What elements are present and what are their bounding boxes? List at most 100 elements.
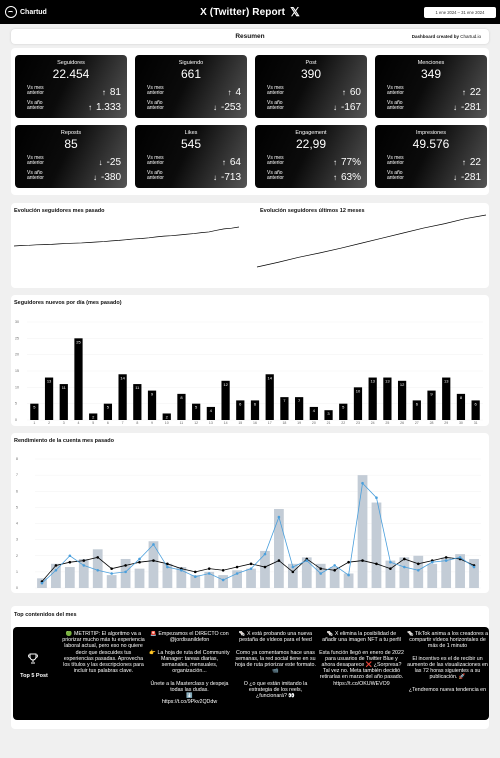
kpi-compare-row: Vs mes anterior ↑ 4 (147, 85, 247, 100)
kpi-value: 661 (180, 67, 202, 81)
engagement-point (166, 562, 169, 566)
daily-bar-label: 6 (239, 401, 242, 406)
engagement-point (375, 562, 378, 566)
daily-bar-label: 13 (385, 379, 390, 384)
top5-label: Top 5 Post (20, 673, 48, 679)
daily-bar-label: 6 (416, 401, 419, 406)
perf-bar (51, 563, 61, 588)
kpi-value: 22.454 (52, 67, 90, 81)
kpi-label: Post (305, 60, 317, 66)
impressions-point (375, 496, 378, 499)
impressions-point (221, 578, 225, 582)
impressions-point (68, 554, 72, 558)
engagement-point (82, 559, 86, 562)
daily-bar (309, 406, 318, 420)
kpi-compare-number: -713 (220, 172, 241, 183)
arrow-down-icon: ↓ (452, 173, 457, 182)
kpi-value: 85 (64, 137, 78, 151)
daily-x-tick: 5 (92, 421, 94, 425)
daily-bar (147, 390, 157, 420)
daily-bar (456, 393, 466, 420)
impressions-point (319, 572, 323, 575)
engagement-point (263, 565, 267, 569)
daily-x-tick: 11 (180, 421, 184, 425)
daily-panel: Seguidores nuevos por día (mes pasado) 0… (11, 295, 489, 426)
perf-bar (260, 550, 270, 588)
kpi-compare-row: Vs año anterior ↓ -281 (387, 100, 487, 115)
impressions-point (347, 573, 350, 577)
daily-x-tick: 21 (327, 421, 331, 425)
kpi-compare-label: Vs mes anterior (387, 155, 404, 167)
daily-bar (280, 397, 289, 420)
perf-bar (343, 573, 354, 588)
daily-bar (471, 400, 480, 420)
date-range-picker[interactable]: 1 ene 2024 – 31 ene 2024 (424, 7, 496, 18)
perf-bar (385, 560, 396, 588)
daily-bar-label: 5 (107, 405, 110, 410)
perf-bar (246, 568, 256, 588)
kpi-compare-label: Vs mes anterior (387, 85, 404, 97)
daily-x-tick: 31 (474, 421, 478, 425)
daily-x-tick: 29 (444, 421, 448, 425)
daily-x-tick: 26 (400, 421, 404, 425)
daily-x-tick: 7 (122, 421, 124, 425)
daily-bar (236, 400, 245, 420)
daily-bar-label: 12 (400, 382, 405, 387)
daily-bar (412, 400, 421, 420)
daily-bar-label: 7 (283, 398, 286, 403)
kpi-panel: Seguidores 22.454 Vs mes anterior ↑ 81 Vs año… (11, 48, 489, 195)
daily-bar-label: 2 (92, 414, 95, 419)
impressions-point (472, 565, 476, 569)
trophy-icon (28, 653, 38, 664)
daily-bar (177, 393, 186, 420)
top-posts-card: Top 5 Post 🟢 METRITIP: El algoritmo va a… (13, 627, 489, 720)
daily-x-tick: 25 (385, 421, 389, 425)
kpi-compare-value: ↓ -713 (213, 172, 241, 183)
daily-bar-label: 8 (180, 395, 183, 400)
engagement-point (389, 567, 392, 570)
perf-bar (357, 475, 368, 588)
daily-title: Seguidores nuevos por día (mes pasado) (14, 300, 122, 306)
daily-y-tick: 5 (15, 402, 17, 406)
perf-bar (148, 541, 159, 588)
impressions-line (41, 482, 475, 584)
chartud-logo: Chartud (5, 6, 47, 18)
kpi-compare-label: Vs año anterior (147, 100, 164, 112)
kpi-compare-value: ↓ -253 (213, 102, 241, 113)
daily-x-tick: 15 (238, 421, 242, 425)
credit-brand: Chartud.io (460, 34, 481, 39)
daily-bar-label: 6 (475, 401, 478, 406)
kpi-compare-value: ↑ 63% (333, 172, 361, 183)
arrow-up-icon: ↑ (332, 158, 337, 167)
engagement-point (347, 560, 350, 564)
kpi-label: Impresiones (416, 130, 446, 136)
daily-bar-label: 25 (76, 339, 81, 344)
impressions-point (96, 568, 100, 572)
daily-bar-chart: 0510152025305113211325425561471189921081… (15, 320, 483, 425)
arrow-down-icon: ↓ (452, 103, 457, 112)
kpi-value: 349 (420, 67, 442, 81)
kpi-value: 545 (180, 137, 202, 151)
daily-x-tick: 22 (341, 421, 345, 425)
daily-x-tick: 10 (165, 421, 169, 425)
kpi-compare-number: -25 (106, 157, 121, 168)
daily-x-tick: 18 (282, 421, 286, 425)
daily-bar-label: 11 (62, 385, 67, 390)
daily-bar-label: 13 (47, 379, 52, 384)
engagement-point (152, 559, 155, 562)
kpi-compare-number: -380 (100, 172, 121, 183)
kpi-compare-number: -281 (460, 102, 481, 113)
kpi-card: Post 390 Vs mes anterior ↑ 60 Vs año anterior… (255, 55, 367, 118)
engagement-point (68, 560, 72, 564)
kpi-value: 22,99 (295, 137, 327, 151)
impressions-point (291, 565, 295, 569)
perf-bar (204, 571, 215, 588)
engagement-point (403, 557, 406, 561)
daily-x-tick: 19 (297, 421, 301, 425)
arrow-down-icon: ↓ (98, 158, 103, 167)
arrow-up-icon: ↑ (332, 173, 337, 182)
engagement-line (41, 556, 475, 582)
daily-bar (265, 374, 274, 420)
daily-bar-label: 14 (267, 375, 272, 380)
daily-bar-label: 10 (356, 388, 361, 393)
